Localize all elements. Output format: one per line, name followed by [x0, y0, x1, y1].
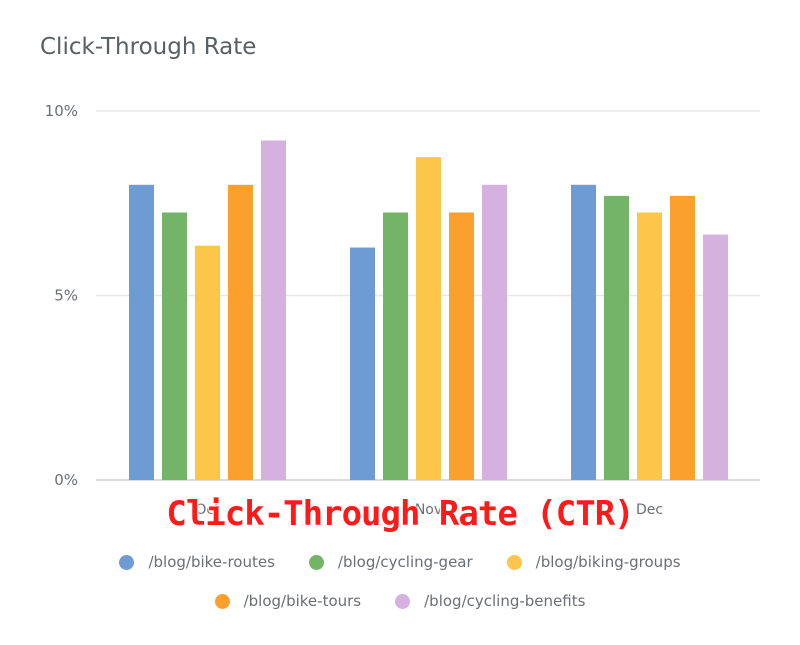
legend-label: /blog/cycling-benefits [424, 592, 586, 610]
bar-oct-blog-bike-tours[interactable] [228, 184, 253, 481]
x-tick-label-nov: Nov [415, 502, 442, 518]
bar-dec-blog-cycling-benefits[interactable] [703, 234, 728, 480]
x-tick-label-dec: Dec [636, 502, 663, 518]
bar-dec-blog-cycling-gear[interactable] [604, 195, 629, 480]
bars [129, 140, 728, 481]
legend-label: /blog/biking-groups [535, 553, 681, 571]
legend-row-2: /blog/bike-tours/blog/cycling-benefits [0, 592, 800, 610]
chart-title: Click-Through Rate [40, 34, 257, 60]
bar-oct-blog-bike-routes[interactable] [129, 184, 154, 481]
legend-item[interactable]: /blog/cycling-benefits [395, 592, 585, 610]
y-tick-label: 5% [54, 287, 78, 305]
bar-dec-blog-bike-tours[interactable] [670, 195, 695, 480]
legend-row-1: /blog/bike-routes/blog/cycling-gear/blog… [0, 553, 800, 571]
bar-nov-blog-cycling-benefits[interactable] [482, 184, 507, 481]
bar-oct-blog-biking-groups[interactable] [195, 245, 220, 480]
bar-dec-blog-biking-groups[interactable] [637, 212, 662, 480]
legend-item[interactable]: /blog/bike-tours [214, 592, 362, 610]
legend-swatch-icon [119, 554, 135, 570]
axis-labels: 0% 5% 10% Oct Nov Dec [45, 102, 663, 518]
y-tick-label: 0% [54, 471, 78, 489]
bar-nov-blog-cycling-gear[interactable] [383, 212, 408, 480]
bar-nov-blog-bike-tours[interactable] [449, 212, 474, 480]
legend-label: /blog/bike-routes [148, 553, 275, 571]
legend-swatch-icon [214, 593, 230, 609]
y-tick-label: 10% [45, 102, 78, 120]
legend-item[interactable]: /blog/biking-groups [506, 553, 681, 571]
legend-label: /blog/cycling-gear [337, 553, 473, 571]
bar-oct-blog-cycling-benefits[interactable] [261, 140, 286, 480]
bar-nov-blog-bike-routes[interactable] [350, 247, 375, 480]
legend-item[interactable]: /blog/cycling-gear [308, 553, 473, 571]
bar-nov-blog-biking-groups[interactable] [416, 157, 441, 480]
legend-swatch-icon [506, 554, 522, 570]
legend-label: /blog/bike-tours [243, 592, 362, 610]
bar-oct-blog-cycling-gear[interactable] [162, 212, 187, 480]
legend-item[interactable]: /blog/bike-routes [119, 553, 275, 571]
legend-swatch-icon [308, 554, 324, 570]
bar-dec-blog-bike-routes[interactable] [571, 184, 596, 481]
x-tick-label-oct: Oct [195, 502, 220, 518]
legend-swatch-icon [395, 593, 411, 609]
